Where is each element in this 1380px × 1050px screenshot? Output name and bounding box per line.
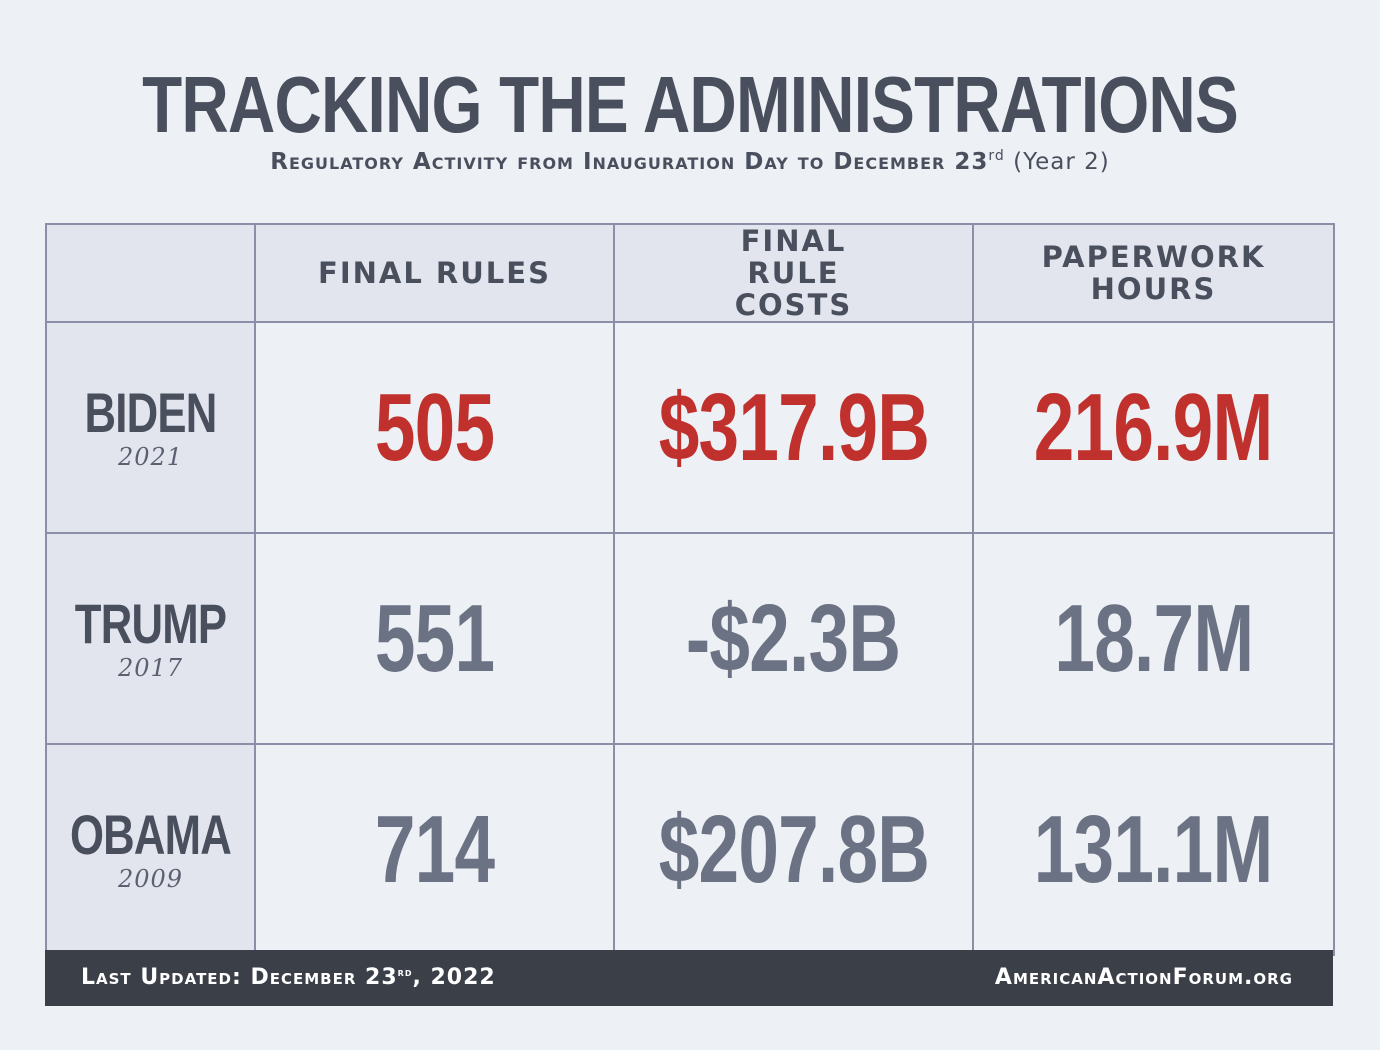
page-title: TRACKING THE ADMINISTRATIONS bbox=[142, 60, 1239, 149]
value-paperwork-hours: 18.7M bbox=[1054, 584, 1254, 692]
page-subtitle: Regulatory Activity from Inauguration Da… bbox=[0, 147, 1380, 177]
footer-bar: Last Updated: December 23rd, 2022 Americ… bbox=[45, 950, 1333, 1006]
administration-name: TRUMP bbox=[74, 591, 227, 655]
row-header-biden: BIDEN 2021 bbox=[45, 321, 256, 534]
cell-final-rule-costs: $207.8B bbox=[613, 743, 974, 956]
table-row: OBAMA 2009 714 $207.8B 131.1M bbox=[45, 743, 1335, 956]
table-row: TRUMP 2017 551 -$2.3B 18.7M bbox=[45, 532, 1335, 745]
value-final-rules: 551 bbox=[374, 584, 495, 692]
cell-paperwork-hours: 18.7M bbox=[972, 532, 1335, 745]
cell-final-rules: 505 bbox=[254, 321, 615, 534]
value-final-rules: 714 bbox=[374, 795, 495, 903]
value-paperwork-hours: 216.9M bbox=[1034, 373, 1274, 481]
subtitle-main: Regulatory Activity from Inauguration Da… bbox=[270, 149, 989, 175]
administration-year: 2017 bbox=[117, 653, 184, 682]
source-link[interactable]: AmericanActionForum.org bbox=[994, 965, 1293, 990]
cell-paperwork-hours: 216.9M bbox=[972, 321, 1335, 534]
administration-name: BIDEN bbox=[84, 380, 217, 444]
administration-year: 2021 bbox=[117, 442, 184, 471]
administration-name: OBAMA bbox=[69, 802, 232, 866]
administration-year: 2009 bbox=[117, 864, 184, 893]
last-updated-superscript: rd bbox=[397, 965, 413, 979]
last-updated-suffix: , 2022 bbox=[412, 965, 496, 990]
subtitle-suffix: (Year 2) bbox=[1004, 149, 1110, 175]
value-final-rules: 505 bbox=[374, 373, 495, 481]
row-header-trump: TRUMP 2017 bbox=[45, 532, 256, 745]
value-paperwork-hours: 131.1M bbox=[1034, 795, 1274, 903]
cell-final-rules: 551 bbox=[254, 532, 615, 745]
header-row: FINAL RULES FINAL RULE COSTS PAPERWORK H… bbox=[45, 223, 1335, 323]
column-header-paperwork-hours: PAPERWORK HOURS bbox=[972, 223, 1335, 323]
corner-cell bbox=[45, 223, 256, 323]
last-updated: Last Updated: December 23rd, 2022 bbox=[81, 950, 496, 1006]
row-header-obama: OBAMA 2009 bbox=[45, 743, 256, 956]
comparison-table: FINAL RULES FINAL RULE COSTS PAPERWORK H… bbox=[45, 223, 1335, 956]
column-header-final-rule-costs: FINAL RULE COSTS bbox=[613, 223, 974, 323]
cell-final-rules: 714 bbox=[254, 743, 615, 956]
value-final-rule-costs: $317.9B bbox=[658, 373, 929, 481]
subtitle-superscript: rd bbox=[988, 148, 1005, 164]
cell-paperwork-hours: 131.1M bbox=[972, 743, 1335, 956]
value-final-rule-costs: -$2.3B bbox=[686, 584, 901, 692]
table-row: BIDEN 2021 505 $317.9B 216.9M bbox=[45, 321, 1335, 534]
value-final-rule-costs: $207.8B bbox=[658, 795, 929, 903]
cell-final-rule-costs: -$2.3B bbox=[613, 532, 974, 745]
column-header-final-rules: FINAL RULES bbox=[254, 223, 615, 323]
last-updated-prefix: Last Updated: December 23 bbox=[81, 965, 398, 990]
cell-final-rule-costs: $317.9B bbox=[613, 321, 974, 534]
